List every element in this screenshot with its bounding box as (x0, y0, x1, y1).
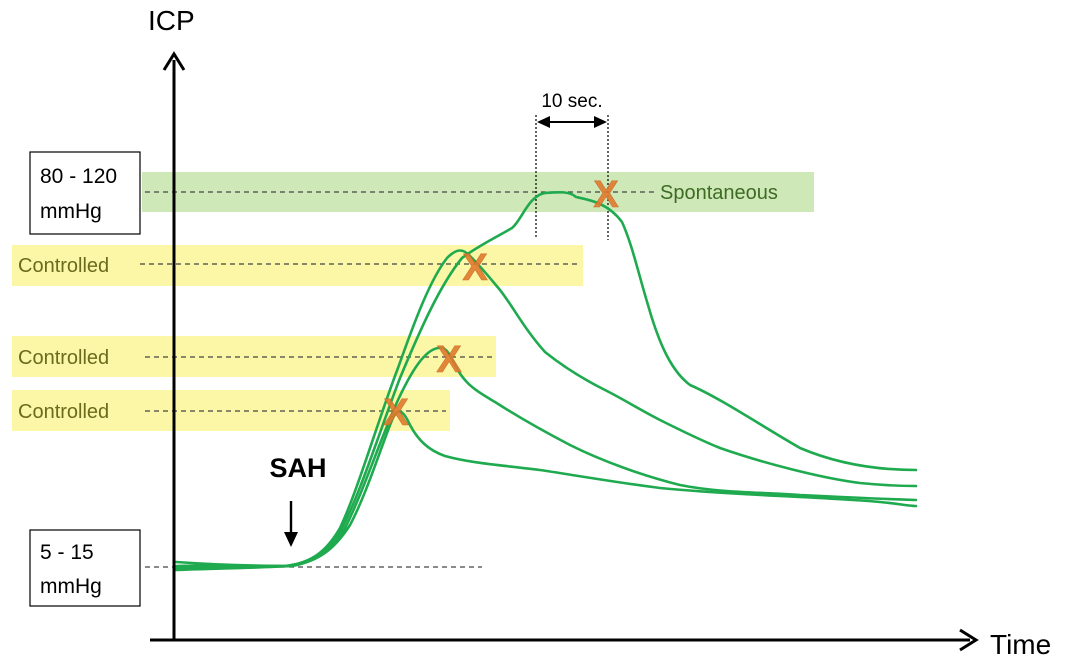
x-marker-controlled-1: X (462, 247, 488, 289)
x-axis (150, 628, 979, 652)
x-marker-controlled-3: X (383, 392, 409, 434)
icp-curve-spontaneous (174, 190, 918, 570)
x-marker-spontaneous: X (593, 174, 619, 216)
label-controlled-3: Controlled (18, 401, 109, 423)
high-pressure-box (29, 151, 141, 235)
sah-arrow (284, 501, 298, 547)
low-pressure-value: 5 - 15 (40, 541, 94, 564)
low-pressure-unit: mmHg (40, 575, 102, 598)
y-axis-label: ICP (148, 5, 195, 36)
low-pressure-box (29, 529, 141, 607)
sah-label: SAH (269, 453, 326, 483)
x-marker-controlled-2: X (436, 339, 462, 381)
interval-arrow (537, 116, 607, 128)
icp-curve-controlled-3 (174, 410, 918, 568)
interval-label: 10 sec. (541, 91, 602, 112)
x-axis-label: Time (990, 629, 1051, 660)
icp-curve-controlled-1 (174, 249, 918, 568)
high-pressure-value: 80 - 120 (40, 165, 117, 188)
y-axis (162, 51, 186, 640)
controlled-band-1 (12, 245, 583, 286)
label-spontaneous: Spontaneous (660, 182, 778, 204)
high-pressure-unit: mmHg (40, 200, 102, 223)
label-controlled-2: Controlled (18, 347, 109, 369)
label-controlled-1: Controlled (18, 255, 109, 277)
